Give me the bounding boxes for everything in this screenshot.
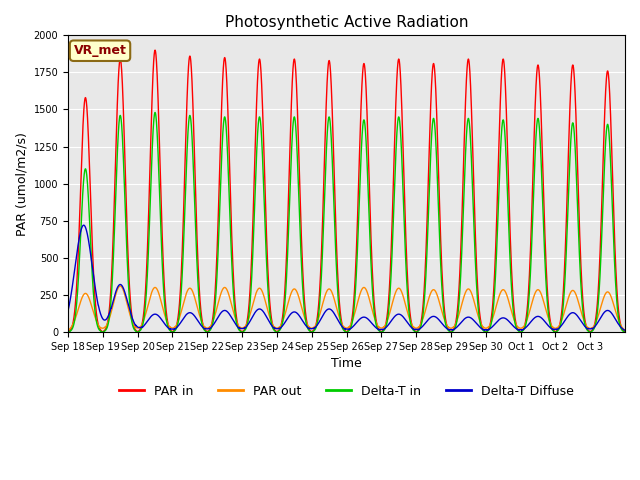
Delta-T Diffuse bbox=[80, 222, 88, 228]
Delta-T Diffuse bbox=[467, 315, 475, 321]
Delta-T in bbox=[615, 318, 623, 324]
PAR out bbox=[64, 327, 72, 333]
Delta-T in bbox=[621, 329, 629, 335]
Delta-T in bbox=[418, 319, 426, 324]
PAR out bbox=[615, 318, 623, 324]
PAR out bbox=[116, 283, 124, 289]
Legend: PAR in, PAR out, Delta-T in, Delta-T Diffuse: PAR in, PAR out, Delta-T in, Delta-T Dif… bbox=[114, 380, 579, 403]
Delta-T Diffuse bbox=[615, 322, 623, 328]
Line: PAR in: PAR in bbox=[68, 50, 625, 332]
Delta-T Diffuse bbox=[64, 308, 72, 314]
PAR in bbox=[64, 329, 72, 335]
Text: VR_met: VR_met bbox=[74, 44, 127, 57]
Title: Photosynthetic Active Radiation: Photosynthetic Active Radiation bbox=[225, 15, 468, 30]
Delta-T in bbox=[179, 271, 186, 277]
PAR out bbox=[179, 305, 186, 311]
Line: Delta-T in: Delta-T in bbox=[68, 112, 625, 332]
Delta-T Diffuse bbox=[621, 327, 629, 333]
PAR in bbox=[503, 117, 511, 122]
PAR in bbox=[151, 48, 159, 53]
PAR out bbox=[467, 289, 475, 295]
Delta-T Diffuse bbox=[503, 316, 511, 322]
PAR out bbox=[418, 318, 426, 324]
Delta-T in bbox=[536, 135, 544, 141]
PAR out bbox=[503, 292, 511, 298]
Delta-T in bbox=[64, 329, 72, 335]
PAR in bbox=[615, 312, 623, 317]
PAR out bbox=[621, 327, 629, 333]
PAR in bbox=[418, 313, 426, 319]
X-axis label: Time: Time bbox=[331, 357, 362, 370]
Delta-T Diffuse bbox=[483, 327, 491, 333]
Delta-T Diffuse bbox=[179, 317, 186, 323]
Delta-T in bbox=[503, 167, 511, 173]
PAR in bbox=[179, 248, 186, 253]
Delta-T Diffuse bbox=[536, 314, 544, 320]
PAR in bbox=[621, 329, 629, 335]
Delta-T Diffuse bbox=[418, 324, 426, 330]
Line: PAR out: PAR out bbox=[68, 286, 625, 330]
PAR in bbox=[467, 96, 475, 102]
Line: Delta-T Diffuse: Delta-T Diffuse bbox=[68, 225, 625, 330]
Delta-T in bbox=[151, 109, 159, 115]
PAR in bbox=[536, 85, 544, 91]
PAR out bbox=[536, 288, 544, 294]
Delta-T in bbox=[467, 149, 475, 155]
Y-axis label: PAR (umol/m2/s): PAR (umol/m2/s) bbox=[15, 132, 28, 236]
